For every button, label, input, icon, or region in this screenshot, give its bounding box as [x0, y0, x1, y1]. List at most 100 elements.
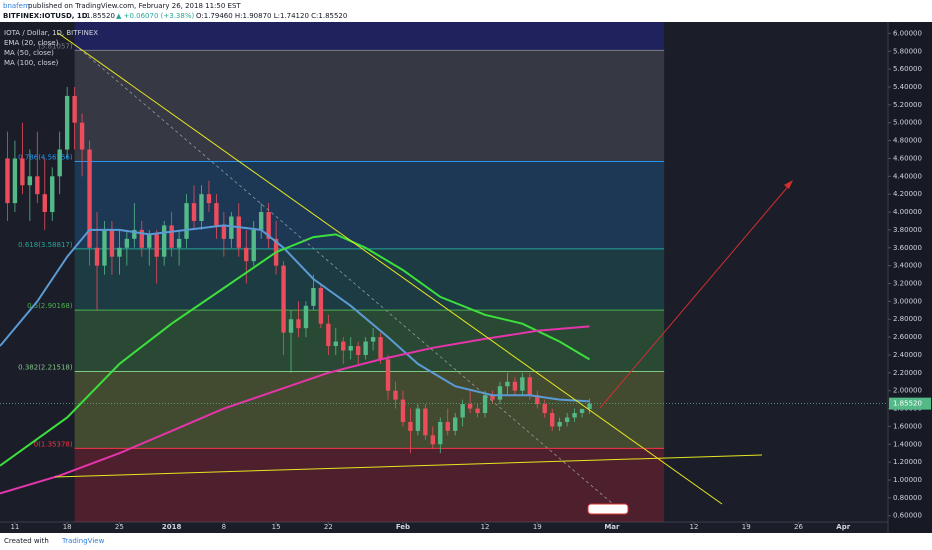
y-tick-label: 4.00000 [893, 208, 922, 216]
y-tick-label: 3.60000 [893, 244, 922, 252]
candle-body [281, 265, 286, 333]
footer-bg [0, 533, 932, 550]
candle-body [460, 404, 465, 418]
footer-brand[interactable]: TradingView [61, 537, 105, 545]
fib-band [74, 50, 665, 162]
candle-body [139, 229, 144, 248]
arrow-head [784, 180, 793, 189]
last-price-box [889, 397, 931, 410]
candle-body [132, 229, 137, 239]
y-tick-label: 6.00000 [893, 29, 922, 37]
candle-body [438, 421, 443, 445]
y-tick-label: 5.40000 [893, 83, 922, 91]
candle-body [64, 95, 70, 150]
price: 1.85520 [86, 12, 115, 20]
candle-body [467, 404, 473, 409]
candle-body [587, 403, 592, 410]
drawings [54, 32, 793, 511]
y-tick-label: 1.60000 [893, 422, 922, 430]
fib-label: 0.382(2.21518) [18, 363, 73, 371]
candle-body [169, 225, 174, 248]
candle-body [87, 149, 92, 248]
candle-body [72, 95, 77, 123]
x-tick-label: Mar [604, 523, 620, 531]
candle-body [512, 381, 518, 391]
candle-body [191, 203, 197, 221]
x-tick-label: 2018 [162, 523, 182, 531]
y-tick-label: 5.80000 [893, 47, 922, 55]
candle-body [363, 341, 368, 355]
last-price-label: 1.85520 [893, 400, 922, 408]
x-tick-label: 25 [115, 523, 124, 531]
candle-body [184, 203, 189, 239]
candle-body [35, 176, 40, 195]
candle-body [318, 287, 324, 324]
symbol: BITFINEX:IOTUSD, 1D [3, 12, 88, 20]
x-tick-label: 22 [324, 523, 333, 531]
ma-line [0, 325, 590, 495]
arrow [599, 182, 792, 409]
candle-body [20, 158, 25, 186]
candle-body [542, 404, 547, 414]
fib-band [74, 448, 665, 522]
x-tick-label: Feb [396, 523, 410, 531]
candle-body [415, 408, 421, 431]
candle-body [408, 421, 413, 431]
legend: IOTA / Dollar, 1D, BITFINEX EMA (20, clos… [4, 29, 98, 67]
candle-body [27, 176, 33, 186]
published: published on TradingView.com, February 2… [28, 2, 241, 10]
candle-body [79, 122, 85, 150]
event-icons[interactable] [587, 503, 629, 515]
fib-label: 0.5(2.90168) [27, 302, 73, 310]
candle-body [266, 212, 271, 239]
candle-body [385, 359, 391, 391]
candle-body [393, 390, 398, 400]
fib-label: 0.618(3.58817) [18, 241, 73, 249]
fib-band-top [74, 22, 665, 51]
candle-body [550, 413, 555, 427]
candle-body [378, 337, 383, 360]
candle-body [445, 421, 450, 431]
x-tick-label: 18 [63, 523, 72, 531]
y-tick-label: 4.60000 [893, 154, 922, 162]
candle-body [311, 287, 316, 306]
y-tick-label: 4.40000 [893, 172, 922, 180]
candle-body [109, 229, 115, 257]
candle-body [12, 158, 18, 204]
candle-body [214, 203, 219, 226]
candle-body [400, 399, 406, 422]
candle-body [557, 421, 562, 427]
fib-label: (5.81057) [38, 42, 73, 50]
legend-entry: MA (100, close) [4, 59, 59, 67]
y-tick-label: 1.20000 [893, 458, 922, 466]
candle-body [288, 319, 294, 333]
candle-body [199, 194, 204, 221]
candle-body [57, 149, 62, 177]
candle-body [355, 346, 361, 355]
x-tick-label: 26 [794, 523, 803, 531]
legend-entry: EMA (20, close) [4, 39, 59, 47]
change: ▲ +0.06070 (+3.38%) [116, 12, 194, 20]
x-tick-label: 12 [690, 523, 699, 531]
y-tick-label: 5.00000 [893, 119, 922, 127]
author[interactable]: bnafem [3, 2, 30, 10]
candle-body [490, 395, 495, 400]
y-tick-label: 3.20000 [893, 280, 922, 288]
candle-body [251, 229, 256, 262]
x-tick-label: 11 [10, 523, 19, 531]
trendline [57, 32, 723, 505]
fib-label: 0.786(4.56556) [18, 154, 73, 162]
footer-text: Created with [4, 537, 49, 545]
candle-body [161, 225, 167, 257]
x-tick-label: 19 [742, 523, 751, 531]
ma-line [0, 233, 591, 467]
trendline [54, 454, 763, 478]
chart-bg [0, 22, 932, 533]
y-tick-label: 2.00000 [893, 387, 922, 395]
candle-body [42, 194, 47, 213]
candle-body [482, 395, 488, 414]
y-tick-label: 3.40000 [893, 262, 922, 270]
ma-line [0, 224, 590, 403]
